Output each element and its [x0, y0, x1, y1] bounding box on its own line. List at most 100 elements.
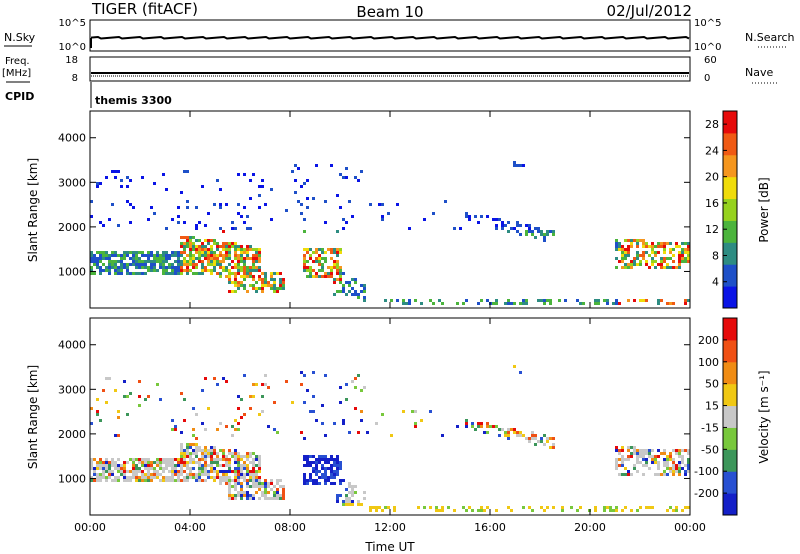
- velocity-cell: [678, 464, 681, 467]
- velocity-cell: [213, 452, 216, 455]
- power-cell: [633, 299, 636, 302]
- velocity-cell: [303, 476, 306, 479]
- velocity-cell: [552, 446, 555, 449]
- velocity-cell: [150, 476, 153, 479]
- power-cell: [681, 251, 684, 254]
- power-cell: [93, 263, 96, 266]
- power-cell: [237, 281, 240, 284]
- power-cell: [126, 263, 129, 266]
- velocity-cell: [576, 509, 579, 512]
- power-cell: [255, 254, 258, 257]
- velocity-cell: [513, 428, 516, 431]
- velocity-cell: [216, 464, 219, 467]
- power-cell: [141, 254, 144, 257]
- power-cell: [516, 164, 519, 167]
- velocity-cell: [648, 455, 651, 458]
- velocity-cell: [282, 485, 285, 488]
- power-cell: [363, 284, 366, 287]
- power-cell: [129, 263, 132, 266]
- power-cell: [636, 239, 639, 242]
- power-cell: [243, 284, 246, 287]
- velocity-cell: [162, 467, 165, 470]
- power-cell: [546, 230, 549, 233]
- velocity-cell: [183, 464, 186, 467]
- power-cell: [192, 254, 195, 257]
- velocity-cell: [210, 455, 213, 458]
- power-cell: [222, 254, 225, 257]
- velocity-cell: [261, 485, 264, 488]
- velocity-cell: [378, 506, 381, 509]
- velocity-cell: [255, 485, 258, 488]
- power-cell: [336, 260, 339, 263]
- power-cell: [624, 254, 627, 257]
- velocity-cell: [273, 485, 276, 488]
- velocity-cell: [228, 461, 231, 464]
- power-cell: [639, 299, 642, 302]
- velocity-cell: [249, 479, 252, 482]
- velocity-cell: [198, 464, 201, 467]
- power-cell: [624, 248, 627, 251]
- velocity-cell: [270, 479, 273, 482]
- velocity-colorbar-tick-label: 200: [698, 334, 719, 347]
- power-cell: [639, 263, 642, 266]
- velocity-cell: [321, 455, 324, 458]
- power-cell: [240, 251, 243, 254]
- cpid-value: themis 3300: [95, 94, 172, 107]
- power-cell: [234, 266, 237, 269]
- velocity-cell: [237, 479, 240, 482]
- power-cell: [240, 284, 243, 287]
- velocity-cell: [681, 467, 684, 470]
- power-cell: [681, 257, 684, 260]
- power-cell: [549, 299, 552, 302]
- velocity-cell: [243, 494, 246, 497]
- power-cell: [180, 245, 183, 248]
- power-cell: [318, 254, 321, 257]
- power-y-tick-label: 2000: [58, 221, 86, 234]
- velocity-cell: [180, 473, 183, 476]
- power-cell: [147, 251, 150, 254]
- power-cell: [543, 299, 546, 302]
- power-cell: [186, 236, 189, 239]
- velocity-cell: [201, 458, 204, 461]
- power-cell: [324, 257, 327, 260]
- velocity-cell: [225, 461, 228, 464]
- power-cell: [210, 239, 213, 242]
- power-cell: [96, 251, 99, 254]
- velocity-cell: [189, 446, 192, 449]
- power-cell: [342, 218, 345, 221]
- velocity-cell: [273, 491, 276, 494]
- power-cell: [648, 266, 651, 269]
- velocity-cell: [480, 425, 483, 428]
- velocity-cell: [630, 455, 633, 458]
- nsky-line: [91, 35, 690, 40]
- power-cell: [669, 302, 672, 305]
- velocity-cell: [207, 470, 210, 473]
- velocity-cell: [132, 473, 135, 476]
- power-cell: [261, 185, 264, 188]
- velocity-cell: [135, 473, 138, 476]
- power-cell: [324, 275, 327, 278]
- power-cell: [660, 245, 663, 248]
- velocity-cell: [183, 398, 186, 401]
- velocity-cell: [633, 464, 636, 467]
- velocity-cell: [561, 509, 564, 512]
- power-ylabel: Slant Range [km]: [26, 158, 40, 262]
- power-cell: [243, 257, 246, 260]
- velocity-cell: [213, 449, 216, 452]
- power-cell: [132, 254, 135, 257]
- power-cell: [186, 266, 189, 269]
- velocity-cell: [504, 434, 507, 437]
- velocity-cell: [615, 506, 618, 509]
- power-cell: [306, 260, 309, 263]
- power-cell: [90, 257, 93, 260]
- power-cell: [228, 278, 231, 281]
- velocity-cell: [315, 419, 318, 422]
- power-cell: [264, 284, 267, 287]
- power-cell: [345, 221, 348, 224]
- velocity-cell: [171, 476, 174, 479]
- velocity-cell: [153, 476, 156, 479]
- power-cell: [201, 260, 204, 263]
- power-cell: [165, 269, 168, 272]
- power-cell: [117, 260, 120, 263]
- velocity-cell: [207, 455, 210, 458]
